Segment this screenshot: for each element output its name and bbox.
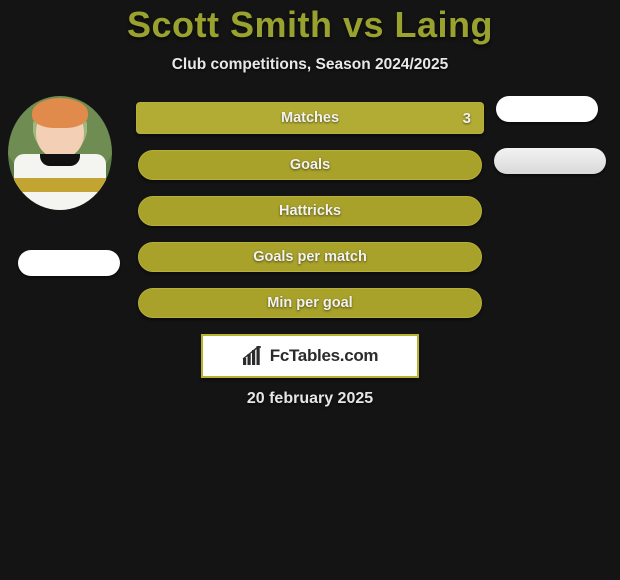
stat-label: Matches — [281, 110, 339, 126]
player-right-value-pill-2 — [494, 148, 606, 174]
comparison-card: Scott Smith vs Laing Club competitions, … — [0, 0, 620, 408]
stat-row-goals: Goals — [138, 150, 482, 180]
stat-label: Hattricks — [279, 203, 341, 219]
subtitle: Club competitions, Season 2024/2025 — [0, 56, 620, 74]
brand-text: FcTables.com — [270, 346, 379, 366]
brand-watermark: FcTables.com — [201, 334, 419, 378]
page-title: Scott Smith vs Laing — [0, 4, 620, 46]
stat-label: Goals per match — [253, 249, 367, 265]
stat-row-min-per-goal: Min per goal — [138, 288, 482, 318]
stats-container: Matches 3 Goals Hattricks Goals per matc… — [0, 102, 620, 408]
stat-right-value: 3 — [463, 110, 471, 127]
stat-label: Goals — [290, 157, 330, 173]
player-right-value-pill-1 — [496, 96, 598, 122]
player-left-value-pill — [18, 250, 120, 276]
bars-icon — [242, 346, 264, 366]
stat-row-matches: Matches 3 — [136, 102, 484, 134]
stat-row-goals-per-match: Goals per match — [138, 242, 482, 272]
generated-date: 20 february 2025 — [0, 390, 620, 408]
stat-label: Min per goal — [267, 295, 352, 311]
stat-row-hattricks: Hattricks — [138, 196, 482, 226]
avatar-jersey — [14, 154, 106, 210]
player-left-avatar — [8, 96, 112, 210]
